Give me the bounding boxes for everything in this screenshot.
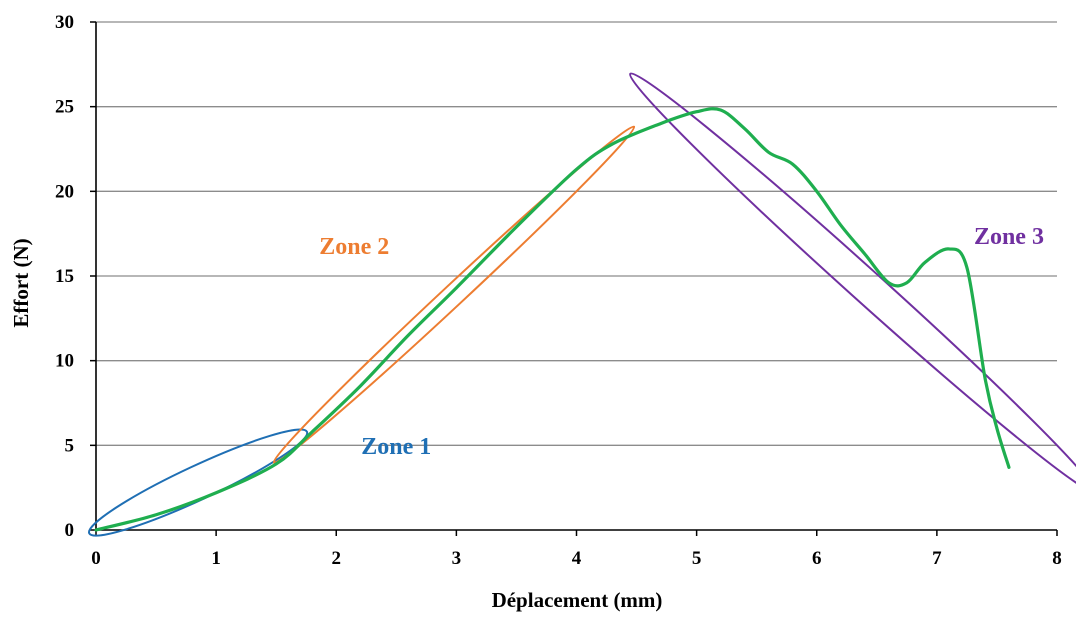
zone-label-1: Zone 1: [361, 434, 431, 460]
zone-ellipse-1: [88, 428, 309, 537]
x-tick-label: 4: [572, 548, 582, 569]
series-layer: [94, 107, 1011, 532]
label-layer: 0 5 10 15 20 25 30 0 1 2 3 4 5 6 7 8 Zone 1 Zone 2 Zone 3: [55, 12, 1062, 569]
y-tick-label: 5: [65, 435, 75, 456]
x-tick-label: 7: [932, 548, 942, 569]
x-tick-label: 5: [692, 548, 702, 569]
x-tick-label: 3: [452, 548, 462, 569]
y-tick-label: 0: [65, 520, 75, 541]
x-axis-title: Déplacement (mm): [492, 588, 663, 612]
grid-layer: [96, 21, 1057, 446]
x-tick-label: 2: [332, 548, 342, 569]
y-tick-label: 20: [55, 181, 74, 202]
annotation-layer: [88, 72, 1076, 537]
zone-label-2: Zone 2: [319, 234, 389, 260]
y-axis-title: Effort (N): [9, 238, 33, 327]
x-tick-label: 8: [1052, 548, 1062, 569]
y-tick-label: 10: [55, 351, 74, 372]
zone-ellipse-2: [272, 125, 636, 464]
x-tick-label: 1: [211, 548, 221, 569]
y-tick-label: 30: [55, 12, 74, 33]
x-tick-label: 0: [91, 548, 101, 569]
x-tick-label: 6: [812, 548, 822, 569]
y-tick-label: 25: [55, 97, 74, 118]
series-line-1: [94, 107, 1011, 532]
zone-ellipse-3: [629, 72, 1076, 494]
y-tick-label: 15: [55, 266, 74, 287]
zone-label-3: Zone 3: [974, 224, 1044, 250]
